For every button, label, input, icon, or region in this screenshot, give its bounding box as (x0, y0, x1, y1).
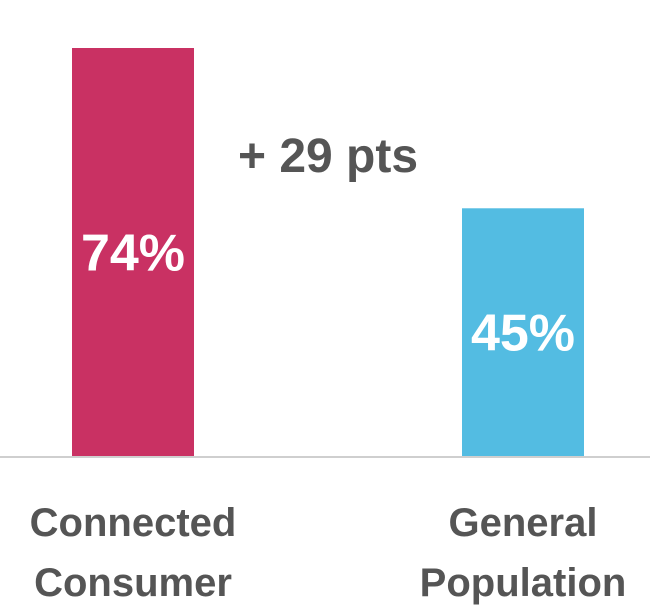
category-label-line: Consumer (34, 561, 232, 605)
bars-group: 74% 45% (72, 48, 584, 457)
bar-general-population (462, 208, 584, 457)
category-label-line: General (449, 501, 598, 545)
category-label-line: Connected (30, 501, 237, 545)
difference-annotation: + 29 pts (238, 130, 418, 183)
bar-value-label: 74% (81, 225, 185, 283)
bar-connected-consumer (72, 48, 194, 457)
category-label-line: Population (420, 561, 627, 605)
category-labels-group: Connected Consumer General Population (30, 501, 627, 605)
bar-value-label: 45% (471, 305, 575, 363)
